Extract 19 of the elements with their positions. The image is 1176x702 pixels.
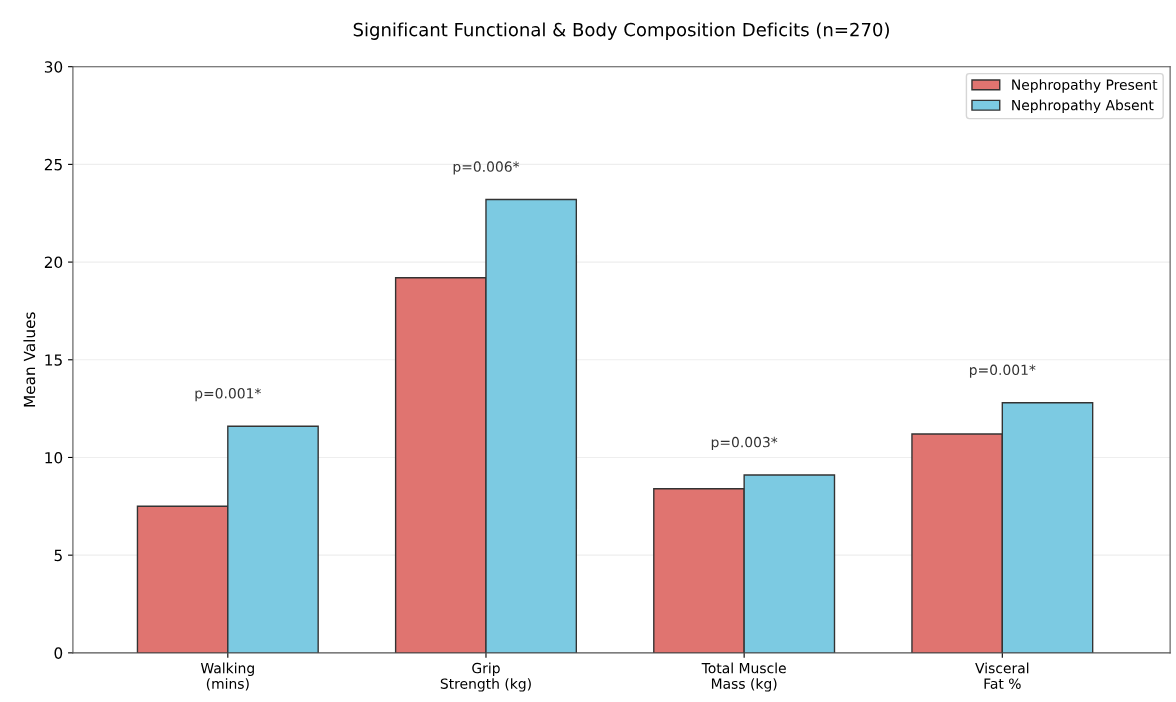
y-tick-label: 0	[54, 647, 63, 659]
y-tick-label: 15	[45, 354, 62, 366]
annotation: p=0.003*	[711, 436, 778, 451]
y-tick-label: 25	[44, 158, 62, 171]
legend-label: Nephropathy Absent	[1012, 99, 1154, 114]
legend-label: Nephropathy Present	[1012, 79, 1158, 93]
x-tick-label: Walking (mins)	[200, 662, 254, 691]
y-tick-label: 5	[54, 549, 62, 562]
annotation: p=0.001*	[969, 364, 1036, 378]
annotation: p=0.006*	[453, 161, 520, 175]
y-tick-label: 30	[44, 61, 63, 73]
y-tick-label: 20	[44, 256, 63, 269]
annotation: p=0.001*	[195, 388, 261, 402]
y-tick-label: 10	[45, 451, 63, 464]
x-tick-label: Grip Strength (kg)	[440, 662, 531, 692]
x-tick-label: Total Muscle Mass (kg)	[701, 662, 786, 692]
chart-title: Significant Functional & Body Composition Deficits (n=270)	[353, 22, 889, 40]
y-axis-title: Mean Values	[23, 312, 36, 407]
x-tick-label: Visceral Fat %	[975, 662, 1029, 689]
